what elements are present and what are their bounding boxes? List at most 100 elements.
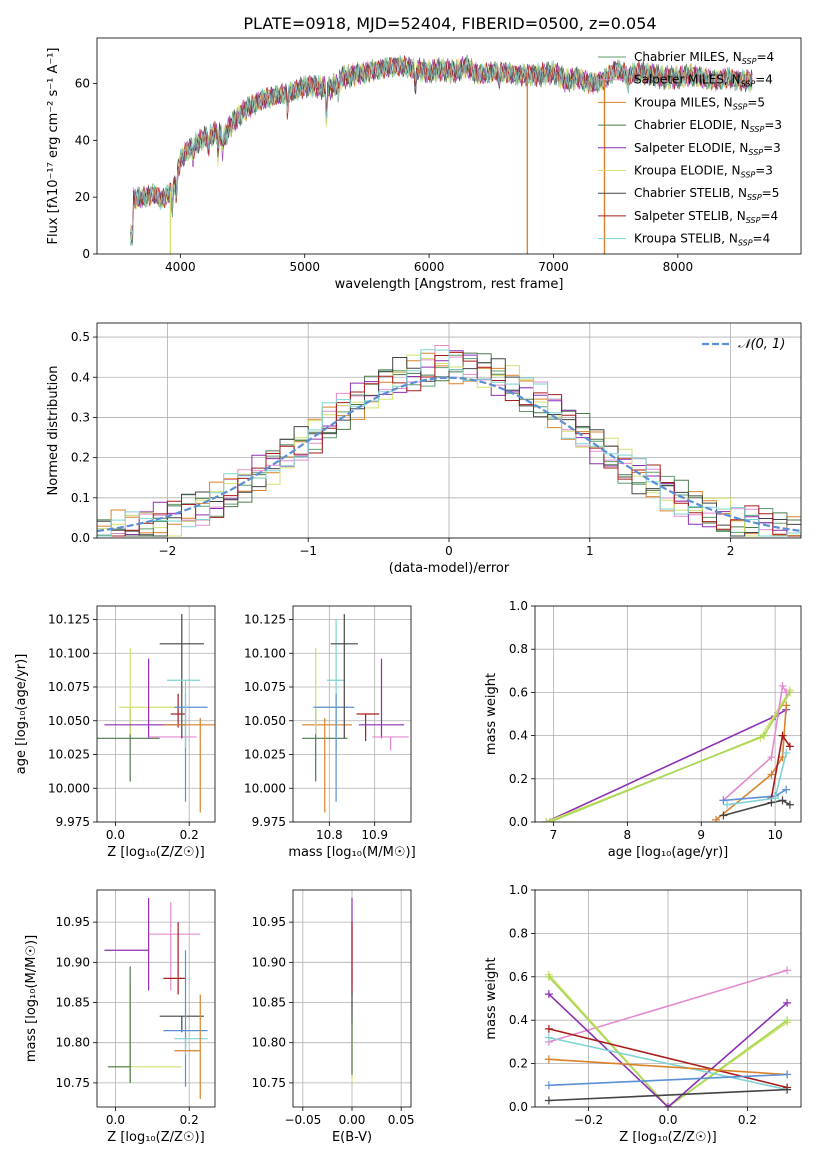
weight_vs_Z-series-marker: [783, 1016, 792, 1025]
weight_vs_Z-ylabel: mass weight: [484, 957, 499, 1039]
weight_vs_age-ytick-label: 1.0: [509, 599, 528, 613]
weight_vs_age-series-line: [723, 799, 791, 817]
weight_vs_age-plot-area: [535, 606, 801, 822]
legend-entry-label: Chabrier ELODIE, N: [634, 118, 750, 132]
weight_vs_Z-series-marker: [544, 1055, 553, 1064]
age_vs_mass-xtick-label: 10.8: [316, 828, 343, 842]
weight_vs_Z-ytick-label: 0.8: [509, 926, 528, 940]
weight_vs_age-series-marker: [782, 701, 791, 710]
weight_vs_Z-xtick-label: 0.2: [738, 1113, 757, 1127]
legend-entry: Salpeter STELIB, NSSP=4: [634, 209, 778, 225]
weight_vs_Z-plot-area: [535, 890, 801, 1107]
age_vs_Z-ytick-label: 10.100: [48, 646, 90, 660]
weight_vs_Z-xlabel: Z [log₁₀(Z/Z☉)]: [619, 1130, 716, 1145]
legend-entry-sub: SSP: [748, 148, 763, 157]
age_vs_Z-ytick-label: 10.125: [48, 613, 90, 627]
weight_vs_age-series-marker: [785, 800, 794, 809]
legend-entry-sub: SSP: [738, 239, 753, 248]
legend-entry-sub: SSP: [746, 216, 761, 225]
weight_vs_age-series-marker: [785, 742, 794, 751]
mass_vs_EBV-plot-area: [293, 890, 411, 1107]
weight_vs_age-ytick-label: 0.8: [509, 642, 528, 656]
weight_vs_Z-series-marker: [783, 1085, 792, 1094]
age_vs_mass-ytick-label: 10.050: [244, 714, 286, 728]
legend-entry: Chabrier MILES, NSSP=4: [634, 50, 774, 66]
weight_vs_age-xtick-label: 7: [550, 828, 558, 842]
weight_vs_Z-xtick-label: 0.0: [658, 1113, 677, 1127]
mass_vs_Z-frame: [96, 889, 216, 1108]
age_vs_mass-xlabel: mass [log₁₀(M/M☉)]: [288, 845, 415, 860]
weight_vs_age-ytick-label: 0.6: [509, 685, 528, 699]
legend-entry-tail: =5: [747, 95, 765, 109]
age_vs_Z-ylabel: age [log₁₀(age/yr)]: [14, 654, 29, 775]
mass_vs_EBV-ytick-label: 10.95: [252, 915, 286, 929]
legend-entry: Kroupa ELODIE, NSSP=3: [634, 164, 773, 180]
normal-curve: [97, 376, 801, 533]
residuals-ytick-label: 0.2: [71, 451, 90, 465]
weight_vs_Z-series-line: [548, 993, 788, 1107]
weight_vs_Z-series-line: [548, 976, 788, 1107]
weight_vs_Z-series-line: [548, 969, 788, 1043]
age_vs_mass-ytick-label: 10.075: [244, 680, 286, 694]
weight_vs_Z-series-line: [548, 1088, 788, 1102]
legend-entry-tail: =4: [753, 232, 771, 246]
age-vs-z-panel: 0.0 0.2 9.975 10.000 10.025 10.050 10.075 10.10…: [14, 605, 216, 860]
weight_vs_Z-ytick-label: 1.0: [509, 883, 528, 897]
mass_vs_Z-ytick-label: 10.95: [56, 915, 90, 929]
weight_vs_age-series-line: [722, 683, 787, 801]
legend-entry-tail: =4: [760, 209, 778, 223]
weight_vs_Z-ytick-label: 0.2: [509, 1057, 528, 1071]
weight_vs_Z-xtick-label: −0.2: [574, 1113, 603, 1127]
mass_vs_Z-plot-area: [97, 890, 215, 1107]
legend-entry-label: Salpeter STELIB, N: [634, 209, 746, 223]
residuals-xtick-label: 2: [727, 544, 735, 558]
weight_vs_Z-series-marker: [783, 998, 792, 1007]
legend-entry-tail: =5: [762, 186, 780, 200]
weight_vs_age-series-marker: [782, 688, 791, 697]
mass_vs_Z-ytick-label: 10.85: [56, 996, 90, 1010]
weight_vs_age-series-marker: [771, 794, 780, 803]
age_vs_Z-frame: [96, 605, 216, 823]
legend-entry: Chabrier ELODIE, NSSP=3: [634, 118, 782, 134]
weight_vs_Z-series-marker: [783, 966, 792, 975]
spectrum-xtick-label: 8000: [663, 260, 694, 274]
legend-entry-label: Chabrier STELIB, N: [634, 186, 747, 200]
mass_vs_EBV-xtick-label: −0.05: [284, 1113, 321, 1127]
spectrum-ytick-label: 40: [75, 133, 90, 147]
weight_vs_Z-series-line: [548, 974, 788, 1107]
legend-entry-sub: SSP: [741, 80, 756, 89]
mass_vs_EBV-xlabel: E(B-V): [332, 1130, 372, 1145]
weight-vs-age-panel: 7 8 9 10 0.0 0.2 0.4 0.6 0.8 1.0 age [log₁₀(age/yr…: [484, 599, 802, 860]
residuals-ytick-label: 0.1: [71, 491, 90, 505]
weight_vs_Z-series-line: [548, 1073, 788, 1087]
age_vs_mass-ytick-label: 10.100: [244, 646, 286, 660]
legend-entry-label: Kroupa STELIB, N: [634, 232, 738, 246]
age_vs_mass-ytick-label: 10.000: [244, 781, 286, 795]
mass_vs_EBV-xtick-label: 0.05: [388, 1113, 415, 1127]
legend-entry: Kroupa MILES, NSSP=5: [634, 95, 765, 111]
weight_vs_Z-series-marker: [544, 1033, 553, 1042]
weight_vs_age-series-marker: [723, 800, 732, 809]
age_vs_mass-frame: [292, 605, 412, 823]
spectrum-panel: 4000 5000 6000 7000 8000 0 20 40 60 wavelength [A…: [46, 37, 802, 292]
legend-entry-label: Chabrier MILES, N: [634, 50, 742, 64]
weight_vs_Z-series-line: [548, 1036, 788, 1091]
residuals-ytick-label: 0.4: [71, 370, 90, 384]
mass_vs_Z-xtick-label: 0.0: [106, 1113, 125, 1127]
age_vs_Z-xlabel: Z [log₁₀(Z/Z☉)]: [107, 845, 204, 860]
residual-hist-kroupa-stelib: [97, 349, 801, 537]
legend-entry-tail: =3: [763, 141, 781, 155]
spectrum-ytick-label: 60: [75, 76, 90, 90]
mass_vs_Z-ylabel: mass [log₁₀(M/M☉)]: [24, 935, 39, 1062]
normal-legend-label: 𝒩(0, 1): [738, 337, 785, 352]
spectrum-xtick-label: 7000: [538, 260, 569, 274]
mass-vs-z-panel: 0.0 0.2 10.75 10.80 10.85 10.90 10.95 Z [log₁₀(…: [24, 889, 216, 1145]
legend-entry: Salpeter ELODIE, NSSP=3: [634, 141, 781, 157]
weight_vs_age-xlabel: age [log₁₀(age/yr)]: [608, 845, 729, 860]
weight_vs_Z-ytick-label: 0.6: [509, 970, 528, 984]
residuals-ylabel: Normed distribution: [46, 366, 61, 496]
weight_vs_age-xtick-label: 9: [697, 828, 705, 842]
legend-entry-sub: SSP: [747, 193, 762, 202]
weight_vs_age-series-marker: [778, 796, 787, 805]
age_vs_Z-xtick-label: 0.0: [106, 828, 125, 842]
